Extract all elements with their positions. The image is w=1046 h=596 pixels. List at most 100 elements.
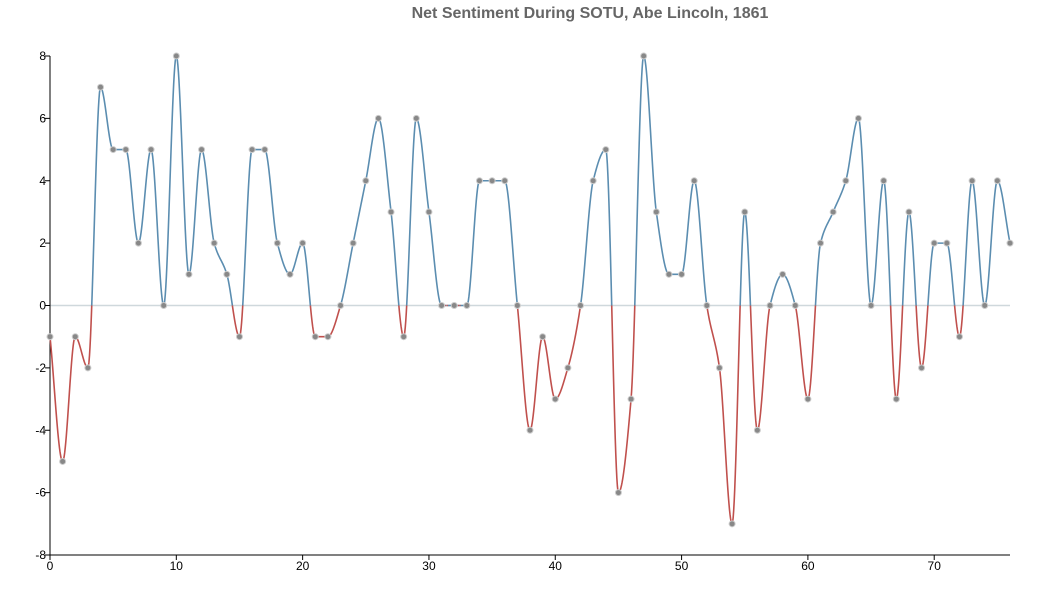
data-point <box>955 333 963 341</box>
positive-segment <box>927 242 956 306</box>
axes: -8 -6 -4 -2 0 2 4 6 8 0 10 20 30 40 50 60 70 <box>35 49 1010 573</box>
data-point <box>614 489 622 497</box>
positive-segment <box>814 117 892 307</box>
negative-segment <box>953 305 964 338</box>
positive-segment <box>460 179 519 307</box>
x-tick-label: 50 <box>675 559 689 573</box>
data-point <box>703 302 711 309</box>
data-point <box>918 364 926 372</box>
data-point <box>337 302 345 309</box>
data-point <box>804 395 812 403</box>
data-point <box>475 177 483 185</box>
sentiment-series <box>49 54 1011 526</box>
data-point <box>374 114 382 122</box>
x-tick-label: 30 <box>422 559 436 573</box>
x-tick-label: 0 <box>47 559 54 573</box>
data-point <box>362 177 370 185</box>
negative-segment <box>231 305 244 338</box>
y-tick-label: 2 <box>39 236 46 250</box>
data-point <box>463 302 471 309</box>
data-point <box>438 302 446 309</box>
data-point <box>867 302 875 309</box>
data-point <box>892 395 900 403</box>
negative-segment <box>610 305 636 494</box>
positive-segment <box>579 148 613 306</box>
data-point <box>324 333 332 341</box>
x-tick-label: 10 <box>170 559 184 573</box>
y-tick-label: -2 <box>35 361 46 375</box>
data-point <box>766 302 774 309</box>
y-tick-label: -4 <box>35 423 46 437</box>
negative-segment <box>889 305 904 401</box>
positive-segment <box>769 273 797 306</box>
data-point <box>930 239 938 247</box>
data-point <box>526 426 534 434</box>
x-tick-label: 70 <box>928 559 942 573</box>
negative-segment <box>516 305 582 432</box>
negative-segment <box>794 305 817 401</box>
data-point <box>1006 239 1014 247</box>
data-point <box>84 364 92 372</box>
data-point <box>286 270 294 278</box>
data-point <box>223 270 231 278</box>
data-point <box>134 239 142 247</box>
x-tick-label: 60 <box>801 559 815 573</box>
data-point <box>299 239 307 247</box>
x-tick-label: 20 <box>296 559 310 573</box>
negative-segment <box>49 305 93 463</box>
data-point <box>829 208 837 216</box>
data-point <box>235 333 243 341</box>
positive-segment <box>962 179 1011 307</box>
data-point <box>539 333 547 341</box>
data-point <box>728 520 736 528</box>
data-point <box>59 457 67 465</box>
data-point <box>854 114 862 122</box>
data-point <box>665 270 673 278</box>
data-point <box>627 395 635 403</box>
data-point <box>564 364 572 372</box>
data-point <box>817 239 825 247</box>
data-point <box>715 364 723 372</box>
data-point <box>589 177 597 185</box>
data-point <box>488 177 496 185</box>
data-point <box>160 302 168 309</box>
y-tick-label: -8 <box>35 548 46 562</box>
data-point <box>513 302 521 309</box>
data-point <box>741 208 749 216</box>
y-tick-label: 6 <box>39 111 46 125</box>
negative-segment <box>749 305 771 432</box>
positive-segment <box>339 117 400 306</box>
positive-segment <box>241 148 312 306</box>
data-point <box>779 270 787 278</box>
data-point <box>678 270 686 278</box>
y-tick-label: -6 <box>35 486 46 500</box>
data-point <box>690 177 698 185</box>
chart-title: Net Sentiment During SOTU, Abe Lincoln, … <box>411 5 769 22</box>
positive-segment <box>90 54 234 308</box>
negative-segment <box>398 305 408 338</box>
negative-segment <box>309 305 342 338</box>
data-point <box>905 208 913 216</box>
y-tick-label: 4 <box>39 174 46 188</box>
data-point <box>46 333 54 341</box>
data-point <box>450 302 458 309</box>
data-point <box>652 208 660 216</box>
data-point <box>387 208 395 216</box>
data-point <box>248 146 256 154</box>
data-point <box>109 146 117 154</box>
data-point <box>273 239 281 247</box>
positive-segment <box>739 209 752 306</box>
data-point <box>753 426 761 434</box>
data-point <box>880 177 888 185</box>
data-point <box>210 239 218 247</box>
data-point <box>551 395 559 403</box>
data-point <box>261 146 269 154</box>
data-point <box>349 239 357 247</box>
data-point <box>981 302 989 309</box>
data-point <box>400 333 408 341</box>
data-point <box>147 146 155 154</box>
data-point <box>412 114 420 122</box>
data-point <box>968 177 976 185</box>
data-point <box>842 177 850 185</box>
